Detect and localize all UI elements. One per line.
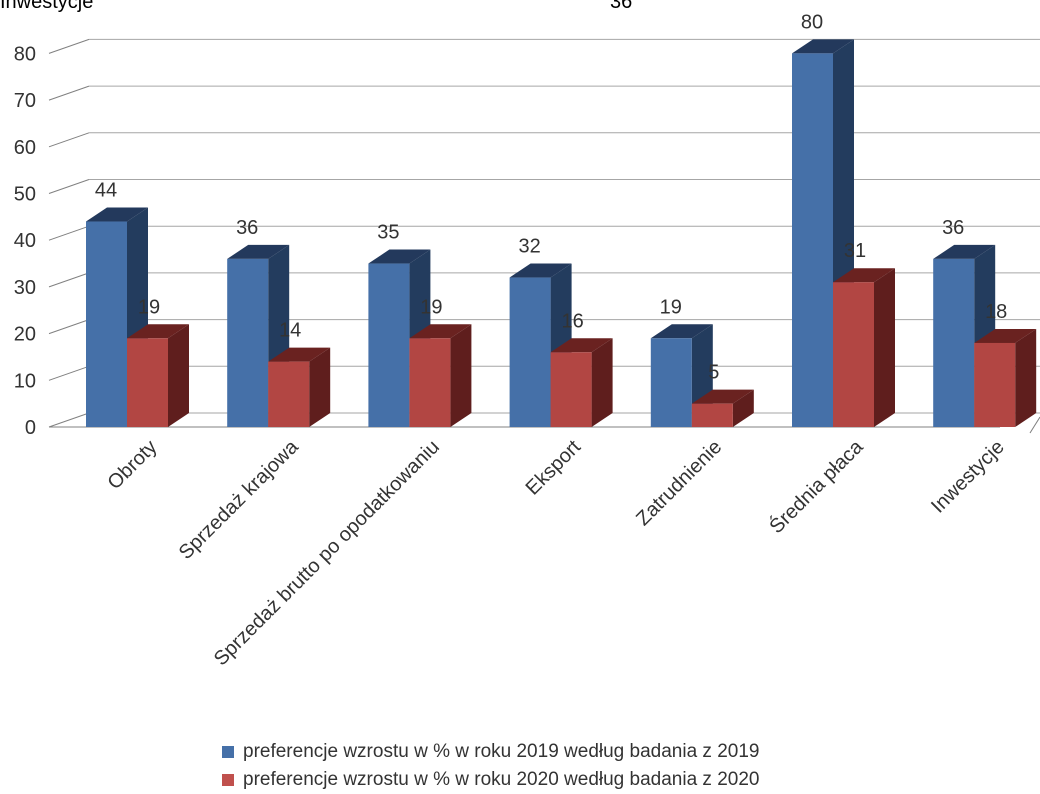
bar-side-face xyxy=(1015,328,1037,427)
bar-2020 xyxy=(550,338,613,427)
bar-chart-3d: 0 10 20 30 40 50 60 70 80 44 19 Obroty 36 14 Sprzedaż … xyxy=(14,11,1040,670)
y-tick-label: 10 xyxy=(14,370,36,392)
bar-2020 xyxy=(833,268,895,427)
floor-right-edge xyxy=(1029,416,1040,434)
y-tick-label: 70 xyxy=(14,90,36,112)
bar-top-face xyxy=(550,338,613,353)
x-tick-label: Inwestycje xyxy=(927,436,1009,518)
bar-side-face xyxy=(591,338,613,427)
y-tick-label: 20 xyxy=(14,324,36,346)
x-tick-label: Obroty xyxy=(104,436,162,494)
data-label: 80 xyxy=(801,11,823,33)
legend-item-2020: preferencje wzrostu w % w roku 2020 wedł… xyxy=(222,766,759,794)
grid-depth-line xyxy=(48,272,90,288)
grid-depth-line xyxy=(48,319,90,335)
bar-2020 xyxy=(691,389,754,427)
table-cell-value: 36 xyxy=(610,0,633,13)
bar-top-face xyxy=(268,347,331,362)
y-tick-label: 50 xyxy=(14,184,36,206)
bar-top-face xyxy=(792,39,854,54)
y-tick-label: 60 xyxy=(14,137,36,159)
data-label: 5 xyxy=(708,362,719,384)
bar-2020 xyxy=(127,324,189,427)
data-label: 36 xyxy=(236,217,258,239)
bar-front-face xyxy=(227,258,269,427)
bar-front-face xyxy=(127,338,168,427)
bar-top-face xyxy=(933,244,996,259)
bar-top-face xyxy=(650,324,713,339)
data-label: 31 xyxy=(844,240,866,262)
data-label: 14 xyxy=(279,320,301,342)
grid-depth-line xyxy=(48,412,90,428)
x-tick-label: Zatrudnienie xyxy=(632,436,726,530)
legend-label-2020: preferencje wzrostu w % w roku 2020 wedł… xyxy=(243,769,760,790)
grid-depth-line xyxy=(48,85,90,101)
bar-side-face xyxy=(450,324,472,427)
bar-front-face xyxy=(368,263,410,427)
grid-depth-line xyxy=(48,225,90,241)
bar-front-face xyxy=(550,352,592,427)
data-label: 35 xyxy=(377,222,399,244)
x-tick-label: Sprzedaż krajowa xyxy=(175,435,304,564)
x-tick-label: Eksport xyxy=(522,436,586,500)
table-cell-label: Inwestycje xyxy=(0,0,94,13)
chart-legend: preferencje wzrostu w % w roku 2019 wedł… xyxy=(222,738,759,794)
bar-front-face xyxy=(86,221,127,427)
y-tick-label: 80 xyxy=(14,43,36,65)
bar-front-face xyxy=(409,338,451,427)
bar-top-face xyxy=(86,207,148,222)
bar-top-face xyxy=(127,324,189,339)
y-tick-label: 40 xyxy=(14,230,36,252)
bar-top-face xyxy=(368,249,431,264)
grid-depth-line xyxy=(48,38,90,54)
bar-side-face xyxy=(874,268,895,427)
legend-swatch-2020 xyxy=(222,774,234,786)
bar-front-face xyxy=(509,277,551,427)
data-label: 36 xyxy=(942,217,964,239)
bar-2020 xyxy=(268,347,331,427)
bar-top-face xyxy=(227,244,290,259)
bar-side-face xyxy=(168,324,189,427)
bar-top-face xyxy=(833,268,895,283)
grid-depth-line xyxy=(48,179,90,194)
bar-2020 xyxy=(409,324,472,427)
data-label: 19 xyxy=(660,296,682,318)
data-label: 32 xyxy=(518,236,540,258)
table-remnant-strip: Inwestycje 36 xyxy=(0,0,1040,13)
grid-depth-line xyxy=(48,132,90,148)
bar-side-face xyxy=(732,389,754,427)
data-label: 19 xyxy=(138,296,160,318)
bar-front-face xyxy=(691,403,733,427)
legend-swatch-2019 xyxy=(222,746,234,758)
bar-front-face xyxy=(974,342,1016,427)
bar-front-face xyxy=(792,53,833,428)
bar-2020 xyxy=(974,328,1037,427)
bar-top-face xyxy=(409,324,472,339)
data-label: 18 xyxy=(985,301,1007,323)
bar-front-face xyxy=(650,338,692,427)
y-tick-label: 30 xyxy=(14,277,36,299)
bar-side-face xyxy=(309,347,331,427)
bar-top-face xyxy=(691,389,754,404)
bar-top-face xyxy=(509,263,572,278)
y-tick-label: 0 xyxy=(25,417,36,439)
data-label: 19 xyxy=(420,296,442,318)
x-tick-label: Sprzedaż brutto po opodatkowaniu xyxy=(210,436,444,670)
bar-front-face xyxy=(268,361,310,427)
bar-front-face xyxy=(833,282,874,427)
grid-depth-line xyxy=(48,365,90,381)
legend-label-2019: preferencje wzrostu w % w roku 2019 wedł… xyxy=(243,741,760,762)
data-label: 16 xyxy=(561,310,583,332)
bar-top-face xyxy=(974,328,1037,343)
data-label: 44 xyxy=(95,180,117,202)
x-tick-label: Średnia płaca xyxy=(764,434,868,538)
legend-item-2019: preferencje wzrostu w % w roku 2019 wedł… xyxy=(222,738,759,766)
bar-front-face xyxy=(933,258,975,427)
